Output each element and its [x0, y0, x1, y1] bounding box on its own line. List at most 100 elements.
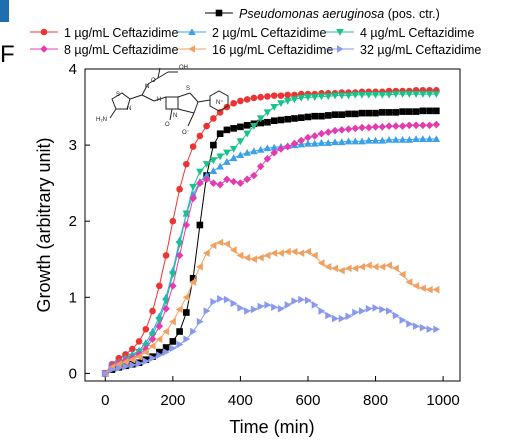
series-3-point-29	[297, 94, 306, 102]
series-5-point-24	[263, 251, 271, 260]
series-0-point-23	[257, 119, 264, 127]
series-0-point-34	[331, 111, 339, 118]
series-2-point-25	[270, 143, 278, 151]
series-1-point-15	[203, 122, 210, 130]
series-5-point-34	[331, 264, 339, 273]
series-6-point-35	[338, 314, 346, 323]
series-6-point-28	[291, 297, 299, 305]
series-6-point-12	[183, 335, 191, 343]
x-tick-label-1: 200	[160, 392, 185, 409]
series-5-point-5	[135, 352, 143, 361]
series-3	[101, 91, 441, 378]
series-6-point-23	[257, 302, 265, 311]
series-4-point-11	[175, 251, 184, 260]
legend-marker-5	[188, 45, 196, 53]
series-5-point-15	[202, 249, 210, 257]
series-5-point-22	[250, 255, 257, 264]
series-4-point-46	[412, 121, 420, 130]
series-1-point-6	[142, 325, 150, 333]
series-6-point-20	[237, 304, 245, 312]
panel-label: F	[0, 41, 15, 68]
series-3-point-45	[405, 91, 414, 98]
series-4-point-21	[243, 175, 251, 184]
series-6-point-46	[413, 322, 420, 331]
series-3-point-32	[317, 93, 326, 101]
series-0-point-24	[264, 118, 271, 126]
series-5-point-38	[358, 263, 366, 271]
series-4-point-36	[344, 125, 353, 133]
series-4-point-29	[297, 136, 306, 145]
series-3-point-48	[425, 91, 434, 98]
series-2-point-47	[419, 135, 427, 143]
series-6-point-13	[190, 327, 197, 336]
series-6-point-17	[217, 295, 224, 303]
series-0-point-26	[277, 116, 285, 124]
series-6-point-1	[108, 365, 116, 374]
series-1-point-14	[196, 132, 204, 140]
series-3-point-33	[324, 93, 333, 101]
series-2-point-24	[263, 144, 272, 152]
series-6-point-43	[392, 311, 400, 320]
series-6-point-44	[399, 316, 407, 324]
series-5-point-13	[189, 278, 197, 286]
series-0-point-16	[210, 141, 217, 149]
series-5-point-32	[317, 259, 325, 267]
series-3-point-36	[344, 92, 353, 100]
series-5-point-11	[175, 305, 183, 314]
svg-text:H: H	[157, 97, 161, 103]
series-6-point-16	[210, 298, 218, 306]
series-3-point-35	[337, 92, 346, 100]
series-5-point-8	[155, 335, 163, 343]
series-6-point-22	[250, 305, 258, 314]
series-2-point-15	[202, 171, 211, 179]
legend-marker-1	[40, 28, 48, 36]
series-1-point-21	[243, 96, 251, 103]
series-6-point-45	[406, 320, 414, 328]
series-3-point-15	[202, 161, 211, 168]
series-0-point-41	[378, 109, 386, 116]
series-5-point-30	[304, 247, 312, 256]
legend-label-1: 1 µg/mL Ceftazidime	[64, 26, 178, 40]
series-6-point-14	[196, 317, 204, 326]
series-4-point-43	[392, 122, 400, 130]
series-3-point-44	[398, 91, 407, 98]
series-6-point-39	[365, 304, 373, 313]
series-4-point-45	[405, 121, 414, 130]
series-1-point-20	[237, 97, 244, 105]
series-6-point-47	[419, 323, 427, 332]
series-5-point-49	[432, 285, 440, 294]
series-3-point-23	[256, 115, 265, 123]
series-6-point-19	[230, 299, 238, 308]
series-0-point-45	[406, 108, 413, 115]
series-2-point-42	[385, 135, 393, 143]
x-tick-label-2: 400	[228, 392, 253, 409]
legend-entry-3: 4 µg/mL Ceftazidime	[326, 26, 474, 40]
series-6-point-26	[277, 304, 285, 313]
series-2-point-36	[344, 137, 353, 145]
series-5-point-35	[337, 266, 345, 275]
series-1-point-27	[284, 91, 292, 99]
series-3-point-39	[364, 91, 373, 99]
series-4-point-5	[135, 350, 143, 359]
series-4-point-37	[351, 124, 360, 133]
series-4-point-16	[209, 179, 218, 187]
series-1-point-4	[128, 345, 136, 353]
series-4	[101, 120, 441, 378]
series-6-point-4	[129, 361, 137, 369]
series-3-point-13	[189, 183, 197, 191]
series-0-point-33	[324, 112, 332, 119]
axes: 0 200 400 600 800 1000 0 1 2 3 4	[69, 61, 460, 409]
series-3-point-27	[283, 97, 292, 105]
series-0-point-12	[183, 309, 190, 316]
series-5-point-9	[162, 327, 170, 336]
series-4-point-14	[196, 179, 204, 187]
series-2-point-19	[229, 154, 238, 162]
svg-text:H₂N: H₂N	[96, 117, 107, 123]
series-3-point-49	[432, 91, 441, 98]
legend-label-6: 32 µg/mL Ceftazidime	[360, 43, 481, 57]
series-3-point-37	[351, 91, 360, 99]
legend-label-0: Pseudomonas aeruginosa (pos. ctr.)	[239, 7, 440, 21]
series-4-point-31	[310, 132, 319, 140]
series-4-point-8	[155, 322, 164, 331]
